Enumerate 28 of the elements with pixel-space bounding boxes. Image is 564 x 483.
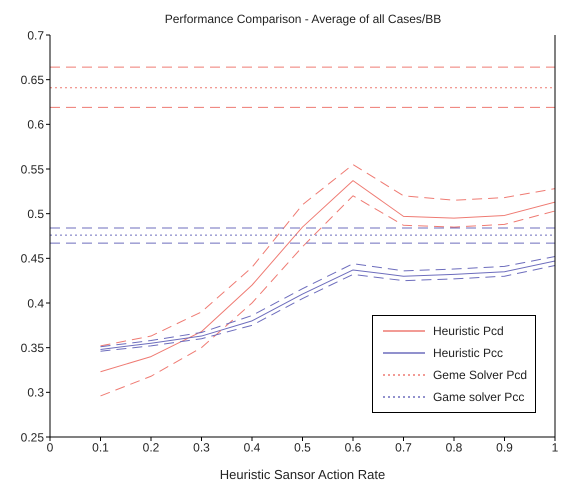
x-tick-label: 0.3: [193, 440, 210, 455]
x-tick-label: 0.5: [294, 440, 312, 455]
legend-label: Geme Solver Pcd: [432, 368, 527, 382]
chart-title: Performance Comparison - Average of all Cases/BB: [164, 12, 442, 26]
x-tick-label: 0.6: [344, 440, 362, 455]
x-tick-label: 1: [552, 440, 559, 455]
y-tick-label: 0.25: [20, 430, 44, 444]
x-tick-label: 0.1: [92, 440, 110, 455]
y-tick-label: 0.6: [27, 118, 44, 132]
x-tick-label: 0.4: [244, 440, 261, 455]
y-tick-label: 0.65: [20, 72, 44, 87]
x-tick-label: 0: [46, 440, 54, 455]
legend-label: Game solver Pcc: [432, 390, 524, 404]
line-series: [100, 164, 555, 346]
y-tick-label: 0.7: [27, 28, 44, 42]
x-tick-label: 0.8: [446, 440, 463, 455]
y-tick-label: 0.35: [20, 340, 44, 355]
y-tick-label: 0.55: [20, 162, 44, 176]
x-axis-title: Heuristic Sansor Action Rate: [220, 467, 386, 482]
y-tick-label: 0.45: [20, 252, 44, 266]
legend-label: Heuristic Pcc: [432, 346, 503, 360]
x-tick-label: 0.2: [142, 440, 160, 455]
legend-label: Heuristic Pcd: [432, 324, 504, 338]
y-tick-label: 0.3: [27, 386, 44, 400]
x-tick-label: 0.7: [395, 440, 412, 455]
y-tick-label: 0.5: [27, 206, 44, 221]
x-tick-label: 0.9: [496, 440, 514, 455]
y-tick-label: 0.4: [27, 296, 44, 310]
